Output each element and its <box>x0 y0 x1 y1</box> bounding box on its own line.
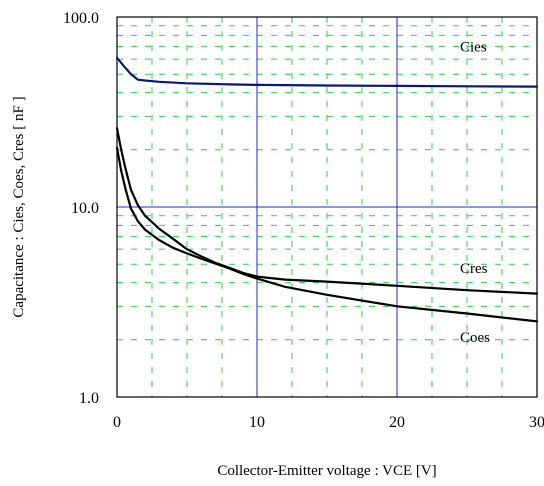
minor-gridlines <box>117 17 537 397</box>
y-tick-label: 10.0 <box>71 200 99 217</box>
series-line-cres <box>115 127 539 295</box>
curve-annotations: Cies Cres Coes <box>460 39 490 346</box>
plot-frame <box>116 16 538 398</box>
series-layer <box>115 56 539 323</box>
x-tick-label: 30 <box>529 414 544 431</box>
y-tick-labels: 1.0 10.0 100.0 <box>63 10 99 407</box>
series-line-cies <box>115 56 539 88</box>
x-tick-label: 0 <box>113 414 121 431</box>
y-axis-title: Capacitance : Cies, Coes, Cres [ nF ] <box>11 96 27 317</box>
series-line-coes <box>115 146 539 323</box>
curve-label-coes: Coes <box>460 330 490 346</box>
x-tick-label: 20 <box>389 414 405 431</box>
curve-label-cres: Cres <box>460 261 488 277</box>
y-tick-label: 100.0 <box>63 10 99 27</box>
x-axis-title: Collector-Emitter voltage : VCE [V] <box>217 463 436 479</box>
x-tick-label: 10 <box>249 414 265 431</box>
curve-label-cies: Cies <box>460 39 487 55</box>
y-tick-label: 1.0 <box>79 390 99 407</box>
x-tick-labels: 0 10 20 30 <box>113 414 544 431</box>
major-gridlines <box>117 17 537 397</box>
